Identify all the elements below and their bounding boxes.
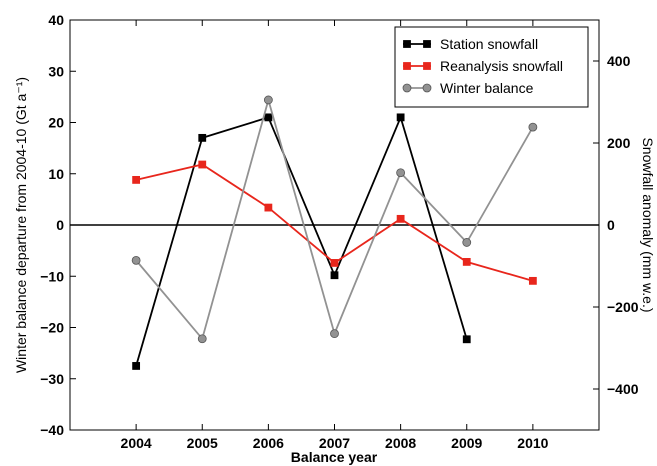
legend-entry-reanalysis-snowfall: Reanalysis snowfall bbox=[403, 58, 563, 74]
x-axis-title: Balance year bbox=[291, 449, 378, 465]
legend-label: Winter balance bbox=[440, 80, 534, 96]
y-tick-label-right: 200 bbox=[607, 135, 631, 151]
series-line bbox=[135, 114, 468, 367]
legend: Station snowfall Reanalysis snowfall Winte… bbox=[394, 26, 589, 108]
y-tick-label-left: 30 bbox=[48, 63, 64, 79]
data-point bbox=[528, 276, 537, 285]
data-point bbox=[131, 255, 141, 265]
y-tick-label-left: 10 bbox=[48, 166, 64, 182]
x-tick-label: 2006 bbox=[253, 435, 284, 451]
y-tick-label-left: 0 bbox=[56, 217, 64, 233]
y-tick-label-right: 400 bbox=[607, 53, 631, 69]
data-point bbox=[462, 238, 472, 247]
data-point bbox=[264, 113, 273, 122]
series-line bbox=[135, 96, 534, 341]
legend-marker bbox=[403, 62, 411, 70]
data-point bbox=[330, 259, 339, 267]
data-point bbox=[330, 329, 339, 339]
data-point bbox=[198, 160, 207, 169]
legend-entry-station-snowfall: Station snowfall bbox=[403, 36, 538, 52]
data-point bbox=[197, 334, 207, 344]
x-tick-label: 2009 bbox=[451, 435, 482, 451]
data-point bbox=[263, 95, 273, 105]
y-axis-title-left: Winter balance departure from 2004-10 (G… bbox=[13, 77, 29, 373]
data-point bbox=[198, 133, 207, 142]
x-tick-label: 2008 bbox=[385, 435, 416, 451]
series-winter-balance bbox=[131, 95, 538, 344]
x-tick-label: 2007 bbox=[319, 435, 350, 451]
ticks-layer: 2004 2005 2006 2007 2008 2009 2010−40−30−20−10… bbox=[40, 12, 638, 451]
data-point bbox=[396, 113, 405, 122]
series-layer bbox=[131, 95, 538, 370]
legend-label: Station snowfall bbox=[440, 36, 538, 52]
data-point bbox=[396, 168, 406, 178]
y-tick-label-left: −10 bbox=[40, 268, 64, 284]
y-tick-label-left: 40 bbox=[48, 12, 64, 28]
y-axis-title-right: Snowfall anomaly (mm w.e.) bbox=[640, 137, 656, 312]
legend-marker bbox=[423, 62, 431, 70]
legend-label: Reanalysis snowfall bbox=[440, 58, 563, 74]
x-tick-label: 2010 bbox=[517, 435, 548, 451]
data-point bbox=[132, 175, 141, 184]
series-reanalysis-snowfall bbox=[132, 160, 537, 285]
data-point bbox=[132, 362, 141, 370]
x-tick-label: 2005 bbox=[187, 435, 218, 451]
legend-entry-winter-balance: Winter balance bbox=[402, 80, 534, 96]
y-tick-label-left: −20 bbox=[40, 320, 64, 336]
data-point bbox=[528, 122, 538, 132]
data-point bbox=[264, 203, 273, 212]
legend-marker bbox=[403, 40, 411, 48]
legend-marker bbox=[422, 83, 432, 93]
legend-marker bbox=[402, 83, 412, 93]
data-point bbox=[396, 214, 405, 223]
data-point bbox=[462, 257, 471, 266]
data-point bbox=[462, 335, 471, 344]
y-tick-label-right: −400 bbox=[607, 381, 639, 397]
series-station-snowfall bbox=[132, 113, 471, 370]
y-tick-label-left: −40 bbox=[40, 422, 64, 438]
x-tick-label: 2004 bbox=[121, 435, 152, 451]
legend-marker bbox=[423, 40, 431, 48]
y-tick-label-right: −200 bbox=[607, 299, 639, 315]
y-tick-label-left: 20 bbox=[48, 115, 64, 131]
y-tick-label-right: 0 bbox=[607, 217, 615, 233]
data-point bbox=[330, 271, 339, 280]
y-tick-label-left: −30 bbox=[40, 371, 64, 387]
